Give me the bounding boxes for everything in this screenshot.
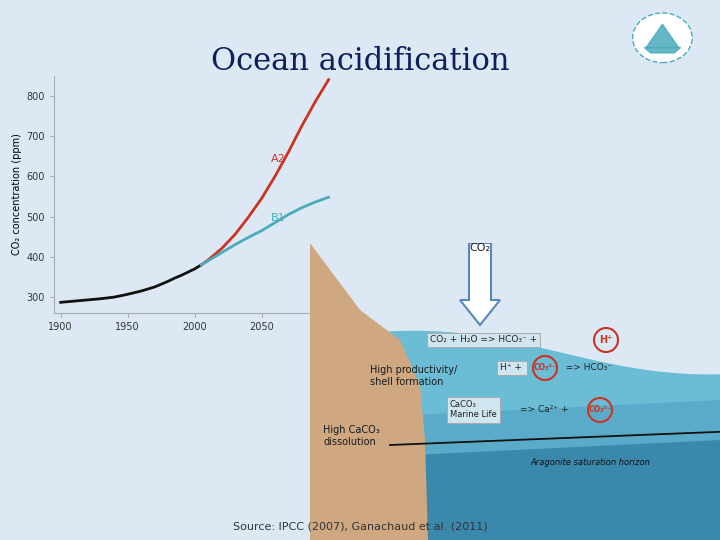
Text: Source: IPCC (2007), Ganachaud et al. (2011): Source: IPCC (2007), Ganachaud et al. (2… (233, 522, 487, 532)
Text: CO₃²⁻: CO₃²⁻ (534, 363, 557, 373)
Text: Aragonite saturation horizon: Aragonite saturation horizon (530, 458, 649, 467)
Text: H⁺: H⁺ (599, 335, 613, 345)
Text: => Ca²⁺ +: => Ca²⁺ + (520, 406, 569, 415)
Y-axis label: CO₂ concentration (ppm): CO₂ concentration (ppm) (12, 133, 22, 255)
Text: High CaCO₃
dissolution: High CaCO₃ dissolution (323, 425, 379, 447)
Text: H⁺ +: H⁺ + (500, 363, 525, 373)
Circle shape (633, 13, 692, 63)
Polygon shape (310, 330, 720, 540)
Polygon shape (310, 440, 720, 540)
Text: High productivity/
shell formation: High productivity/ shell formation (370, 365, 457, 387)
Text: CO₂ + H₂O => HCO₃⁻ +: CO₂ + H₂O => HCO₃⁻ + (430, 335, 537, 345)
Polygon shape (460, 243, 500, 325)
Text: A2: A2 (271, 154, 286, 164)
Text: => HCO₃⁻: => HCO₃⁻ (560, 363, 612, 373)
Text: CO₂: CO₂ (469, 243, 490, 253)
Polygon shape (644, 48, 680, 53)
Polygon shape (647, 24, 678, 48)
Text: Ocean acidification: Ocean acidification (211, 46, 509, 77)
Polygon shape (310, 400, 720, 540)
Text: CaCO₃
Marine Life: CaCO₃ Marine Life (450, 400, 497, 420)
Polygon shape (310, 243, 428, 540)
Text: B1: B1 (271, 213, 286, 224)
Text: CO₃²⁻: CO₃²⁻ (588, 406, 611, 415)
